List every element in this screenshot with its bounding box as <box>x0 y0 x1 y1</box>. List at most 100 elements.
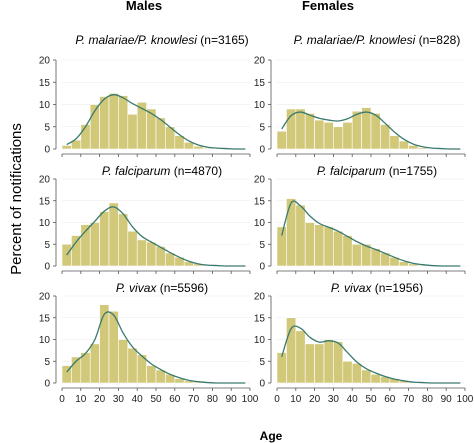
y-tick-label: 0 <box>259 379 265 390</box>
density-curve <box>281 200 461 267</box>
histogram-bar <box>342 360 353 384</box>
x-tick-label: 20 <box>309 394 321 405</box>
histogram-bar <box>314 119 325 150</box>
males-header: Males <box>126 0 162 13</box>
histogram-bar <box>380 124 391 150</box>
x-tick-label: 80 <box>207 394 219 405</box>
x-tick-label: 0 <box>59 394 65 405</box>
panel-falciparum-females: P. falciparum (n=1755) 0 5 10 15 20 <box>254 164 466 274</box>
histogram-bar <box>333 126 344 150</box>
histogram-bar <box>146 365 157 384</box>
x-tick-label: 60 <box>384 394 396 405</box>
histogram-bar <box>99 211 110 267</box>
histogram-bar <box>370 113 381 150</box>
histogram-bar <box>323 122 334 150</box>
y-tick-label: 0 <box>44 262 50 273</box>
histogram-bar <box>361 107 372 150</box>
histogram-bar <box>314 224 325 267</box>
y-tick-label: 20 <box>254 175 266 186</box>
y-tick-label: 0 <box>259 262 265 273</box>
y-tick-label: 15 <box>39 313 51 324</box>
x-tick-label: 0 <box>274 394 280 405</box>
y-tick-label: 10 <box>39 218 51 229</box>
histogram-bar <box>118 95 129 150</box>
panel-title-count: (n=1956) <box>371 281 423 295</box>
y-tick-label: 15 <box>39 196 51 207</box>
panel-title-count: (n=828) <box>415 33 460 47</box>
y-tick-label: 20 <box>254 292 266 303</box>
x-tick-label: 60 <box>169 394 181 405</box>
histogram-bar <box>89 222 100 267</box>
x-tick-label: 30 <box>113 394 125 405</box>
histogram-bar <box>183 142 194 150</box>
y-tick-label: 15 <box>254 313 266 324</box>
panel-title-species: P. falciparum <box>102 164 170 178</box>
x-tick-label: 100 <box>457 394 474 405</box>
y-tick-label: 0 <box>44 145 50 156</box>
histogram-bar <box>333 230 344 267</box>
histogram-bar <box>127 347 138 384</box>
panel-title-species: P. vivax <box>331 281 372 295</box>
histogram-bar <box>108 202 119 267</box>
histogram-bar <box>127 230 138 267</box>
histogram-bar <box>108 93 119 150</box>
histogram-bar <box>276 130 287 150</box>
histogram-bar <box>370 373 381 384</box>
panel-malariae-males: P. malariae/P. knowlesi (n=3165) 0 5 10 15 20 <box>39 33 251 157</box>
panel-title-species: P. malariae/P. knowlesi <box>294 33 416 47</box>
panel-vivax-males: P. vivax (n=5596) 0 5 10 15 20 0 10 20 30 40 50 60 70… <box>39 281 259 405</box>
panel-grid: P. malariae/P. knowlesi (n=3165) 0 5 10 15 20… <box>39 33 474 405</box>
x-tick-label: 100 <box>242 394 259 405</box>
y-tick-label: 5 <box>44 122 50 133</box>
panel-title-species: P. malariae/P. knowlesi <box>75 33 197 47</box>
panel-falciparum-males: P. falciparum (n=4870) 0 5 10 15 20 <box>39 164 251 274</box>
histogram-bar <box>71 235 82 267</box>
panel-title: P. vivax (n=1956) <box>331 281 423 295</box>
y-tick-label: 20 <box>39 175 51 186</box>
y-tick-label: 0 <box>44 379 50 390</box>
density-curve <box>281 325 461 384</box>
y-tick-label: 10 <box>254 218 266 229</box>
y-tick-label: 15 <box>39 78 51 89</box>
histogram-bar <box>276 226 287 267</box>
histogram-bar <box>408 145 419 150</box>
y-tick-label: 20 <box>39 56 51 67</box>
y-axis-label: Percent of notifications <box>8 123 25 275</box>
panel-title: P. falciparum (n=1755) <box>317 164 437 178</box>
histogram-bar <box>286 198 297 267</box>
histogram-bar <box>118 213 129 267</box>
histogram-bar <box>361 369 372 384</box>
panel-title-count: (n=3165) <box>197 33 249 47</box>
y-tick-label: 5 <box>259 122 265 133</box>
x-tick-label: 50 <box>150 394 162 405</box>
histogram-bar <box>295 330 306 384</box>
histogram-bar <box>351 363 362 384</box>
histogram-bar <box>398 140 409 150</box>
x-axis-label: Age <box>260 429 283 443</box>
density-curve <box>66 206 246 267</box>
y-tick-label: 10 <box>254 100 266 111</box>
panel-malariae-females: P. malariae/P. knowlesi (n=828) 0 5 10 15 20 <box>254 33 466 157</box>
y-tick-label: 10 <box>254 335 266 346</box>
histogram-bar <box>136 239 147 267</box>
x-tick-label: 20 <box>94 394 106 405</box>
x-tick-label: 40 <box>347 394 359 405</box>
panel-title: P. malariae/P. knowlesi (n=3165) <box>75 33 248 47</box>
histogram-bar <box>314 343 325 384</box>
x-tick-label: 40 <box>132 394 144 405</box>
histogram-bar <box>295 108 306 150</box>
y-tick-label: 10 <box>39 335 51 346</box>
x-tick-label: 30 <box>328 394 340 405</box>
x-tick-label: 50 <box>365 394 377 405</box>
x-tick-label: 70 <box>188 394 200 405</box>
x-tick-label: 90 <box>441 394 453 405</box>
y-tick-label: 10 <box>39 100 51 111</box>
x-tick-label: 10 <box>290 394 302 405</box>
histogram-bar <box>323 339 334 384</box>
histogram-bar <box>99 96 110 150</box>
density-curve <box>281 111 461 150</box>
y-tick-label: 20 <box>254 56 266 67</box>
histogram-bar <box>295 204 306 267</box>
density-curve <box>66 94 246 150</box>
